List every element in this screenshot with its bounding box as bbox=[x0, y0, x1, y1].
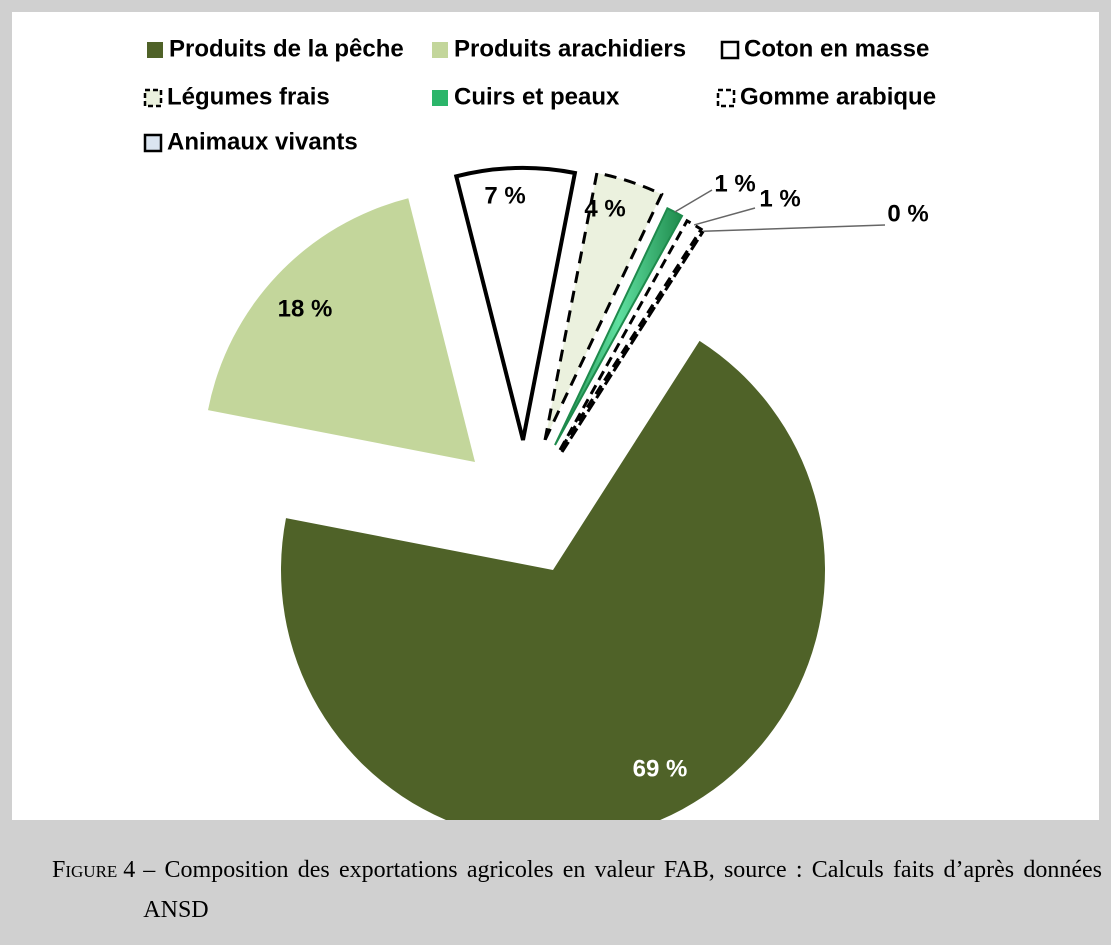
leader-line bbox=[674, 189, 713, 213]
chart: 69 % 18 % 7 % 4 % 1 %1 % 0 % Produits de la pê… bbox=[143, 35, 936, 842]
data-label: 7 % bbox=[484, 182, 525, 209]
leader-line bbox=[693, 207, 756, 226]
legend-label: Cuirs et peaux bbox=[454, 83, 620, 110]
data-label: 1 % bbox=[759, 185, 800, 212]
legend-label: Coton en masse bbox=[744, 35, 929, 62]
pie-slice bbox=[558, 218, 704, 451]
legend-label: Gomme arabique bbox=[740, 83, 936, 110]
data-label: 18 % bbox=[278, 295, 333, 322]
legend-swatch bbox=[716, 88, 736, 108]
legend-label: Légumes frais bbox=[167, 83, 330, 110]
figure-caption: Figure 4 – Composition des exportations … bbox=[52, 850, 1102, 930]
data-label: 1 % bbox=[714, 170, 755, 197]
data-label: 4 % bbox=[584, 195, 625, 222]
legend-swatch bbox=[143, 133, 163, 153]
legend-label: Animaux vivants bbox=[167, 128, 358, 155]
caption-label: Figure 4 bbox=[52, 857, 136, 883]
legend-swatch bbox=[432, 90, 448, 106]
pie-slice bbox=[554, 206, 684, 446]
caption-text: – Composition des exportations agricoles… bbox=[143, 857, 1102, 923]
pie-slice bbox=[453, 166, 578, 441]
legend-swatch bbox=[143, 88, 163, 108]
chart-frame: 69 % 18 % 7 % 4 % 1 % 1 % 0 % Produits de la pê… bbox=[12, 12, 1099, 842]
leader-line bbox=[703, 224, 886, 233]
pie-slice bbox=[281, 340, 826, 842]
pie-slice bbox=[207, 198, 475, 463]
legend-label: Produits arachidiers bbox=[454, 35, 686, 62]
pie-slice bbox=[543, 171, 664, 441]
data-label: 0 % bbox=[887, 200, 928, 227]
legend-label: Produits de la pêche bbox=[169, 35, 404, 62]
pie-slice bbox=[560, 230, 705, 453]
legend-swatch bbox=[720, 40, 740, 60]
legend-swatch bbox=[432, 42, 448, 58]
data-label: 69 % bbox=[633, 755, 688, 782]
legend-swatch bbox=[147, 42, 163, 58]
